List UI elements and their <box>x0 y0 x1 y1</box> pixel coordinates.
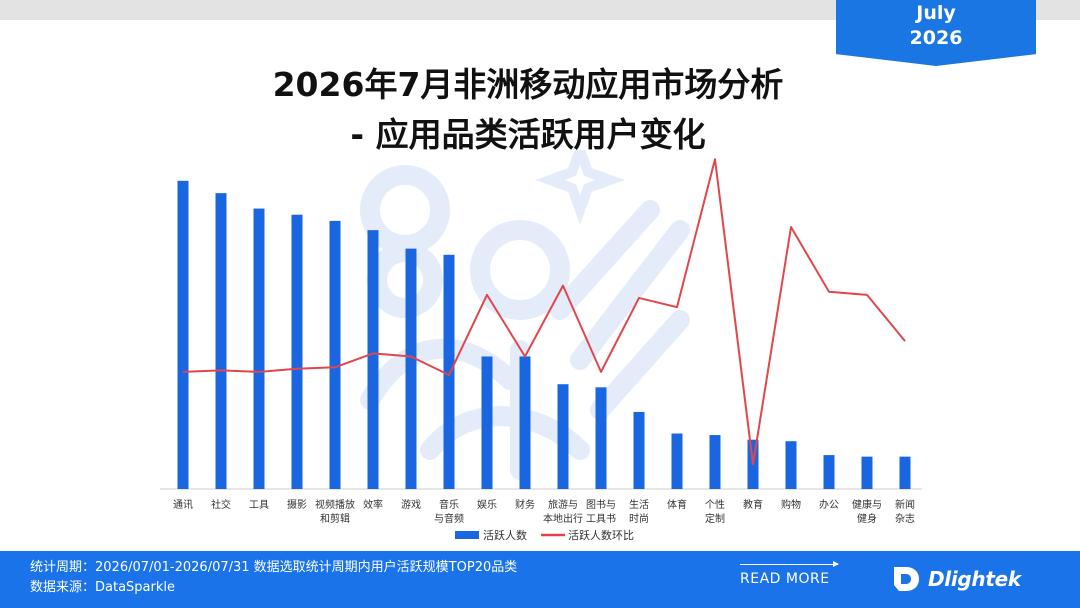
x-tick-label: 效率 <box>363 498 383 511</box>
footer-bar: 统计周期：2026/07/01-2026/07/31 数据选取统计周期内用户活跃… <box>0 551 1080 608</box>
bar <box>405 248 417 489</box>
bar <box>785 441 797 489</box>
bar <box>633 411 645 489</box>
bar <box>367 230 379 490</box>
bar <box>595 387 607 489</box>
x-tick-label: 购物 <box>781 498 801 511</box>
legend-swatch-bar <box>455 531 479 539</box>
title-line-1: 2026年7月非洲移动应用市场分析 <box>272 65 784 104</box>
bar <box>177 180 189 489</box>
stat-period: 统计周期：2026/07/01-2026/07/31 数据选取统计周期内用户活跃… <box>30 560 518 575</box>
x-tick-label: 社交 <box>211 498 231 511</box>
date-badge: July 2026 <box>836 0 1036 66</box>
bar <box>861 456 873 489</box>
badge-month: July <box>916 2 956 24</box>
top-band <box>0 0 1080 20</box>
x-tick-label: 工具 <box>249 499 269 511</box>
brand-logo: Dlightek <box>890 559 1021 599</box>
bar <box>671 433 683 489</box>
bar <box>291 214 303 489</box>
bar <box>253 208 265 489</box>
legend-label-line: 活跃人数环比 <box>568 528 634 542</box>
x-tick-label: 图书与工具书 <box>586 499 616 525</box>
bar <box>481 356 493 489</box>
x-tick-label: 视频播放和剪辑 <box>315 498 355 525</box>
x-tick-label: 财务 <box>515 498 535 511</box>
x-tick-label: 游戏 <box>401 498 421 511</box>
x-tick-label: 音乐与音频 <box>434 498 464 525</box>
x-tick-label: 办公 <box>819 498 839 511</box>
line-series <box>182 158 906 466</box>
footer-notes: 统计周期：2026/07/01-2026/07/31 数据选取统计周期内用户活跃… <box>30 558 517 598</box>
bar <box>519 356 531 489</box>
x-tick-label: 个性定制 <box>705 498 725 525</box>
x-tick-label: 旅游与本地出行 <box>543 498 583 525</box>
x-tick-label: 通讯 <box>173 499 193 511</box>
x-tick-label: 娱乐 <box>477 498 497 511</box>
x-tick-label: 摄影 <box>287 498 307 511</box>
brand-name: Dlightek <box>928 567 1021 591</box>
x-tick-label: 新闻杂志 <box>895 498 915 525</box>
bar <box>899 456 911 489</box>
brand-logo-icon <box>894 567 919 591</box>
x-tick-label: 健康与健身 <box>852 498 882 525</box>
bar <box>823 455 835 489</box>
legend: 活跃人数 活跃人数环比 <box>455 528 634 542</box>
x-tick-label: 教育 <box>743 498 763 511</box>
bar <box>215 193 227 490</box>
badge-year: 2026 <box>909 27 963 49</box>
read-more-arrow-icon <box>740 561 839 567</box>
bar <box>709 435 721 489</box>
bar <box>329 220 341 489</box>
read-more-link[interactable]: READ MORE <box>740 571 830 587</box>
data-source: 数据来源：DataSparkle <box>30 580 175 595</box>
legend-label-bar: 活跃人数 <box>483 528 527 542</box>
bar-series <box>177 180 911 490</box>
title-line-2: - 应用品类活跃用户变化 <box>350 115 706 154</box>
x-tick-label: 生活时尚 <box>629 498 649 525</box>
page-title: 2026年7月非洲移动应用市场分析 - 应用品类活跃用户变化 <box>0 60 1056 160</box>
x-tick-label: 体育 <box>667 498 687 511</box>
bar <box>443 254 455 489</box>
line-path <box>182 158 906 466</box>
bar <box>557 384 569 489</box>
